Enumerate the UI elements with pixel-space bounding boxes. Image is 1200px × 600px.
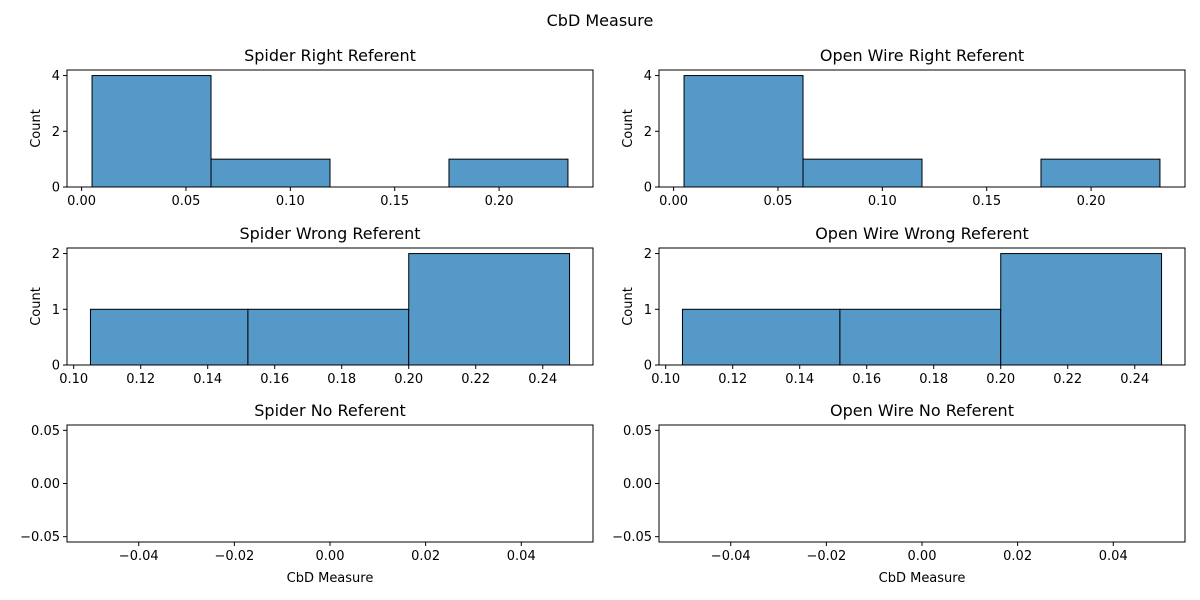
y-tick-label: −0.05 [612, 530, 652, 545]
y-axis-label: Count [621, 287, 636, 326]
y-tick-label: 1 [52, 303, 60, 318]
y-tick-label: 0.05 [623, 424, 652, 439]
subplot-title: Open Wire Right Referent [820, 46, 1024, 65]
subplot-title: Open Wire No Referent [830, 401, 1014, 420]
x-tick-label: 0.15 [380, 194, 409, 209]
y-tick-label: 0.00 [31, 477, 60, 492]
y-tick-label: 0 [52, 181, 60, 196]
x-tick-label: 0.00 [316, 549, 345, 564]
x-tick-label: 0.18 [919, 372, 948, 387]
x-tick-label: 0.10 [651, 372, 680, 387]
x-tick-label: 0.12 [718, 372, 747, 387]
x-tick-label: 0.24 [528, 372, 557, 387]
y-axis-label: Count [29, 109, 44, 148]
subplot-5: Spider No Referent −0.04 −0.02 0.00 0.02 0.04… [20, 401, 594, 586]
x-tick-label: −0.04 [119, 549, 159, 564]
x-tick-label: 0.24 [1120, 372, 1149, 387]
x-tick-label: 0.20 [986, 372, 1015, 387]
y-axis-label: Count [621, 109, 636, 148]
chart-panels: Spider Right Referent 0.00 0.05 0.10 0.15 0.2… [20, 46, 1186, 586]
axes-frame [658, 424, 1186, 543]
x-tick-label: 0.22 [1053, 372, 1082, 387]
histogram-bar [839, 308, 1002, 366]
axes-frame [658, 69, 1186, 188]
histogram-bar [448, 158, 569, 188]
x-tick-label: 0.10 [59, 372, 88, 387]
x-tick-label: −0.04 [711, 549, 751, 564]
x-tick-label: 0.00 [908, 549, 937, 564]
x-tick-label: 0.15 [972, 194, 1001, 209]
subplot-6: Open Wire No Referent −0.04 −0.02 0.00 0.02 0… [612, 401, 1186, 586]
x-axis-label: CbD Measure [287, 571, 374, 586]
figure-suptitle: CbD Measure [547, 11, 654, 30]
x-tick-label: 0.00 [67, 194, 96, 209]
histogram-bar [1000, 253, 1163, 366]
histogram-bar [1040, 158, 1161, 188]
histogram-bar [89, 308, 249, 366]
histogram-bar [683, 75, 804, 188]
x-tick-label: 0.02 [1003, 549, 1032, 564]
y-tick-label: −0.05 [20, 530, 60, 545]
y-tick-label: 2 [644, 247, 652, 262]
x-tick-label: 0.02 [411, 549, 440, 564]
subplot-title: Open Wire Wrong Referent [815, 224, 1029, 243]
y-tick-label: 0.00 [623, 477, 652, 492]
x-tick-label: 0.04 [507, 549, 536, 564]
y-tick-label: 1 [644, 303, 652, 318]
x-tick-label: 0.18 [327, 372, 356, 387]
x-tick-label: 0.14 [785, 372, 814, 387]
subplot-4: Open Wire Wrong Referent 0.10 0.12 0.14 0.16… [621, 224, 1186, 387]
x-tick-label: 0.22 [461, 372, 490, 387]
subplot-title: Spider No Referent [254, 401, 405, 420]
y-tick-label: 4 [644, 69, 652, 84]
histogram-bar [681, 308, 841, 366]
histogram-bar [210, 158, 331, 188]
y-tick-label: 2 [644, 125, 652, 140]
y-tick-label: 0 [644, 181, 652, 196]
x-tick-label: 0.12 [126, 372, 155, 387]
x-tick-label: 0.00 [659, 194, 688, 209]
x-axis-label: CbD Measure [879, 571, 966, 586]
subplot-2: Open Wire Right Referent 0.00 0.05 0.10 0.15… [621, 46, 1186, 209]
y-tick-label: 0 [644, 359, 652, 374]
y-tick-label: 0.05 [31, 424, 60, 439]
subplot-1: Spider Right Referent 0.00 0.05 0.10 0.15 0.2… [29, 46, 594, 209]
y-axis-label: Count [29, 287, 44, 326]
x-tick-label: 0.20 [394, 372, 423, 387]
axes-frame [66, 69, 594, 188]
x-tick-label: 0.16 [852, 372, 881, 387]
x-tick-label: 0.05 [171, 194, 200, 209]
subplot-3: Spider Wrong Referent 0.10 0.12 0.14 0.16 0.1… [29, 224, 594, 387]
x-tick-label: 0.20 [485, 194, 514, 209]
subplot-title: Spider Wrong Referent [239, 224, 420, 243]
histogram-bar [247, 308, 410, 366]
x-tick-label: −0.02 [214, 549, 254, 564]
axes-frame [66, 247, 594, 366]
axes-frame [66, 424, 594, 543]
x-tick-label: 0.05 [763, 194, 792, 209]
histogram-bar [408, 253, 571, 366]
x-tick-label: 0.16 [260, 372, 289, 387]
y-tick-label: 4 [52, 69, 60, 84]
x-tick-label: 0.20 [1077, 194, 1106, 209]
subplot-title: Spider Right Referent [244, 46, 416, 65]
y-tick-label: 2 [52, 125, 60, 140]
axes-frame [658, 247, 1186, 366]
x-tick-label: 0.04 [1099, 549, 1128, 564]
y-tick-label: 2 [52, 247, 60, 262]
histogram-bar [802, 158, 923, 188]
x-tick-label: 0.10 [276, 194, 305, 209]
y-tick-label: 0 [52, 359, 60, 374]
x-tick-label: −0.02 [806, 549, 846, 564]
x-tick-label: 0.14 [193, 372, 222, 387]
x-tick-label: 0.10 [868, 194, 897, 209]
histogram-bar [91, 75, 212, 188]
